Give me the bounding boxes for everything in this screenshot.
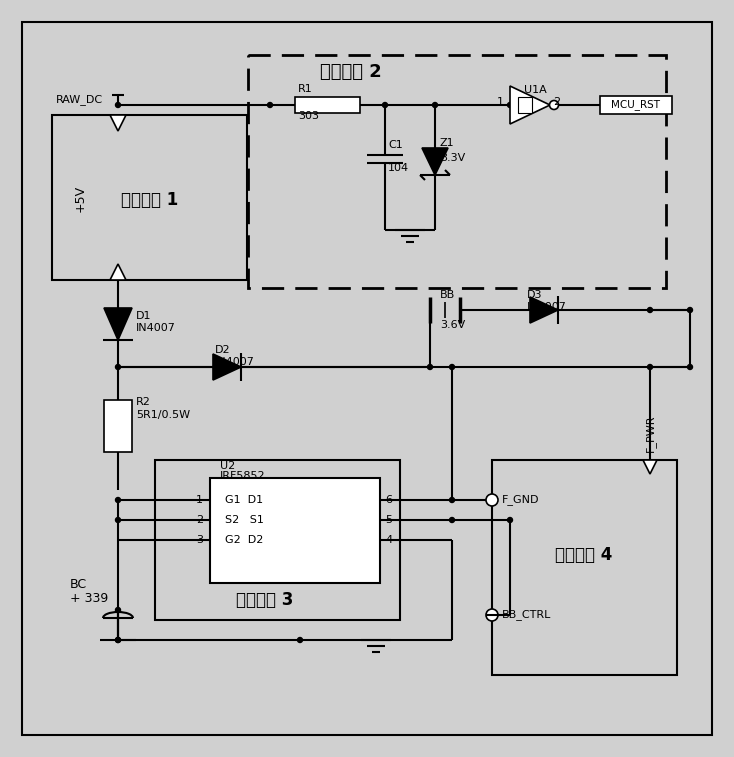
Polygon shape xyxy=(213,354,241,380)
Circle shape xyxy=(449,497,454,503)
Bar xyxy=(492,460,677,675)
Text: D1: D1 xyxy=(136,311,151,321)
Circle shape xyxy=(115,365,120,369)
Bar xyxy=(295,97,360,113)
Text: D3: D3 xyxy=(527,290,542,300)
Text: 1: 1 xyxy=(196,495,203,505)
Bar xyxy=(248,55,666,288)
Text: Z1: Z1 xyxy=(440,138,454,148)
Bar xyxy=(518,97,532,113)
Text: 6: 6 xyxy=(385,495,392,505)
Circle shape xyxy=(115,637,120,643)
Text: S2   S1: S2 S1 xyxy=(225,515,264,525)
Text: BB: BB xyxy=(440,290,455,300)
Bar xyxy=(600,96,672,114)
Circle shape xyxy=(486,494,498,506)
Text: R1: R1 xyxy=(298,84,313,94)
Text: U2: U2 xyxy=(220,461,236,471)
Text: 3: 3 xyxy=(196,535,203,545)
Text: IN4007: IN4007 xyxy=(527,302,567,312)
Text: D2: D2 xyxy=(215,345,230,355)
Polygon shape xyxy=(110,264,126,280)
Circle shape xyxy=(647,365,653,369)
Text: 4: 4 xyxy=(385,535,392,545)
Text: G1  D1: G1 D1 xyxy=(225,495,263,505)
Bar xyxy=(104,400,132,452)
Circle shape xyxy=(115,102,120,107)
Bar xyxy=(52,115,247,280)
Circle shape xyxy=(507,102,512,107)
Circle shape xyxy=(267,102,272,107)
Polygon shape xyxy=(530,297,558,323)
Polygon shape xyxy=(510,86,550,124)
Text: 稳压电路 1: 稳压电路 1 xyxy=(121,191,178,209)
Text: 控制电路 4: 控制电路 4 xyxy=(556,546,613,564)
Text: 3.3V: 3.3V xyxy=(440,153,465,163)
Text: RAW_DC: RAW_DC xyxy=(56,95,103,105)
Text: +5V: +5V xyxy=(73,185,87,211)
Circle shape xyxy=(550,101,559,110)
Text: 开关电路 3: 开关电路 3 xyxy=(236,591,294,609)
Circle shape xyxy=(449,518,454,522)
Text: C1: C1 xyxy=(388,140,403,150)
Text: 2: 2 xyxy=(196,515,203,525)
Circle shape xyxy=(382,102,388,107)
Circle shape xyxy=(115,637,120,643)
Text: BC: BC xyxy=(70,578,87,591)
Circle shape xyxy=(688,365,692,369)
Circle shape xyxy=(647,307,653,313)
Text: 1: 1 xyxy=(497,97,504,107)
Text: G2  D2: G2 D2 xyxy=(225,535,264,545)
Text: 5: 5 xyxy=(385,515,392,525)
Text: 2: 2 xyxy=(553,97,560,107)
Polygon shape xyxy=(104,308,132,340)
Text: IRF5852: IRF5852 xyxy=(220,471,266,481)
Circle shape xyxy=(115,497,120,503)
Circle shape xyxy=(688,307,692,313)
Text: U1A: U1A xyxy=(524,85,547,95)
Text: IN4007: IN4007 xyxy=(136,323,176,333)
Text: F_GND: F_GND xyxy=(502,494,539,506)
Circle shape xyxy=(115,608,120,612)
Text: MCU_RST: MCU_RST xyxy=(611,100,661,111)
Text: 104: 104 xyxy=(388,163,409,173)
Circle shape xyxy=(115,518,120,522)
Text: + 339: + 339 xyxy=(70,591,108,605)
Text: IN4007: IN4007 xyxy=(215,357,255,367)
Bar xyxy=(155,460,400,620)
Text: 触发电路 2: 触发电路 2 xyxy=(320,63,382,81)
Text: 3.6V: 3.6V xyxy=(440,320,465,330)
Text: R2: R2 xyxy=(136,397,151,407)
Text: 5R1/0.5W: 5R1/0.5W xyxy=(136,410,190,420)
Circle shape xyxy=(449,365,454,369)
Text: 303: 303 xyxy=(298,111,319,121)
Circle shape xyxy=(297,637,302,643)
Text: BB_CTRL: BB_CTRL xyxy=(502,609,551,621)
Text: F_PWR: F_PWR xyxy=(644,415,655,452)
Bar xyxy=(210,478,380,583)
Circle shape xyxy=(507,518,512,522)
Polygon shape xyxy=(110,115,126,131)
Polygon shape xyxy=(422,148,448,175)
Circle shape xyxy=(486,609,498,621)
Polygon shape xyxy=(643,460,657,474)
Circle shape xyxy=(432,102,437,107)
Circle shape xyxy=(427,365,432,369)
